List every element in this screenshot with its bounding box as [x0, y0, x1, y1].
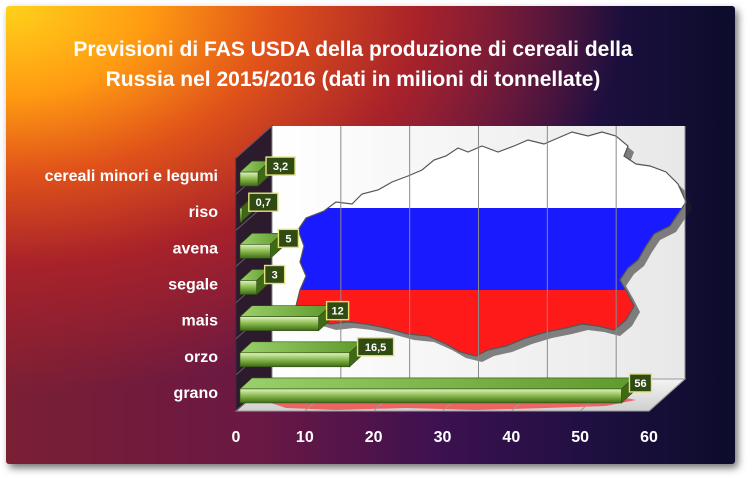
category-label: avena	[173, 240, 218, 257]
chart-title-line-2: Russia nel 2015/2016 (dati in milioni di…	[106, 68, 601, 91]
bar-chart: Previsioni di FAS USDA della produzione …	[45, 38, 692, 446]
x-tick-label: 0	[232, 429, 241, 446]
category-label: cereali minori e legumi	[45, 168, 218, 185]
x-tick-label: 10	[296, 429, 314, 446]
data-label: 3,2	[273, 161, 288, 173]
side-gridline	[235, 125, 273, 159]
data-label: 5	[285, 233, 291, 245]
chart-title-line-1: Previsioni di FAS USDA della produzione …	[73, 38, 633, 61]
category-label: grano	[174, 385, 219, 402]
data-label: 12	[331, 306, 343, 318]
chart-title: Previsioni di FAS USDA della produzione …	[73, 38, 633, 91]
bars-group: 3,2 0,7 5 3 12 16,5 56	[239, 156, 653, 404]
data-label-box	[277, 228, 300, 249]
bar-5: 16,5	[239, 337, 395, 368]
map-outline	[295, 131, 687, 357]
bar-4: 12	[239, 300, 350, 332]
bar-top-face	[239, 305, 332, 317]
bar-top-face	[239, 341, 363, 354]
chart-frame: Previsioni di FAS USDA della produzione …	[6, 6, 735, 464]
x-tick-label: 60	[640, 429, 658, 446]
data-label: 0,7	[256, 197, 271, 209]
bar-1: 0,7	[239, 192, 279, 223]
bar-front-face	[239, 171, 259, 187]
x-tick-label: 20	[365, 429, 383, 446]
data-label: 16,5	[365, 342, 386, 354]
bar-front-face	[239, 316, 319, 331]
data-label: 56	[634, 378, 646, 390]
category-label: orzo	[184, 349, 218, 366]
x-tick-label: 50	[571, 429, 589, 446]
data-label-box	[248, 192, 279, 212]
data-label-box	[263, 264, 286, 285]
category-labels: cereali minori e legumi riso avena segale ma…	[45, 168, 219, 402]
x-axis-ticks: 0 10 20 30 40 50 60	[232, 429, 658, 446]
x-tick-label: 30	[434, 429, 452, 446]
category-label: mais	[182, 313, 219, 330]
data-label-box	[628, 373, 653, 393]
category-label: segale	[168, 277, 218, 294]
data-label-box	[356, 337, 395, 357]
category-label: riso	[189, 204, 219, 221]
bar-front-face	[239, 352, 350, 368]
bar-2: 5	[239, 228, 300, 260]
bar-0: 3,2	[239, 156, 296, 187]
bar-3: 3	[239, 264, 286, 296]
bar-6: 56	[239, 373, 653, 404]
bar-front-face	[239, 280, 257, 295]
flag-blue-stripe	[296, 208, 686, 290]
gridline-floor	[648, 378, 686, 412]
bar-top-face	[239, 377, 635, 390]
bar-front-face	[239, 207, 243, 223]
bar-front-face	[239, 244, 271, 259]
bar-front-face	[239, 388, 622, 404]
data-label-box	[325, 300, 350, 321]
data-label: 3	[272, 270, 278, 282]
x-tick-label: 40	[502, 429, 520, 446]
data-label-box	[265, 156, 296, 176]
